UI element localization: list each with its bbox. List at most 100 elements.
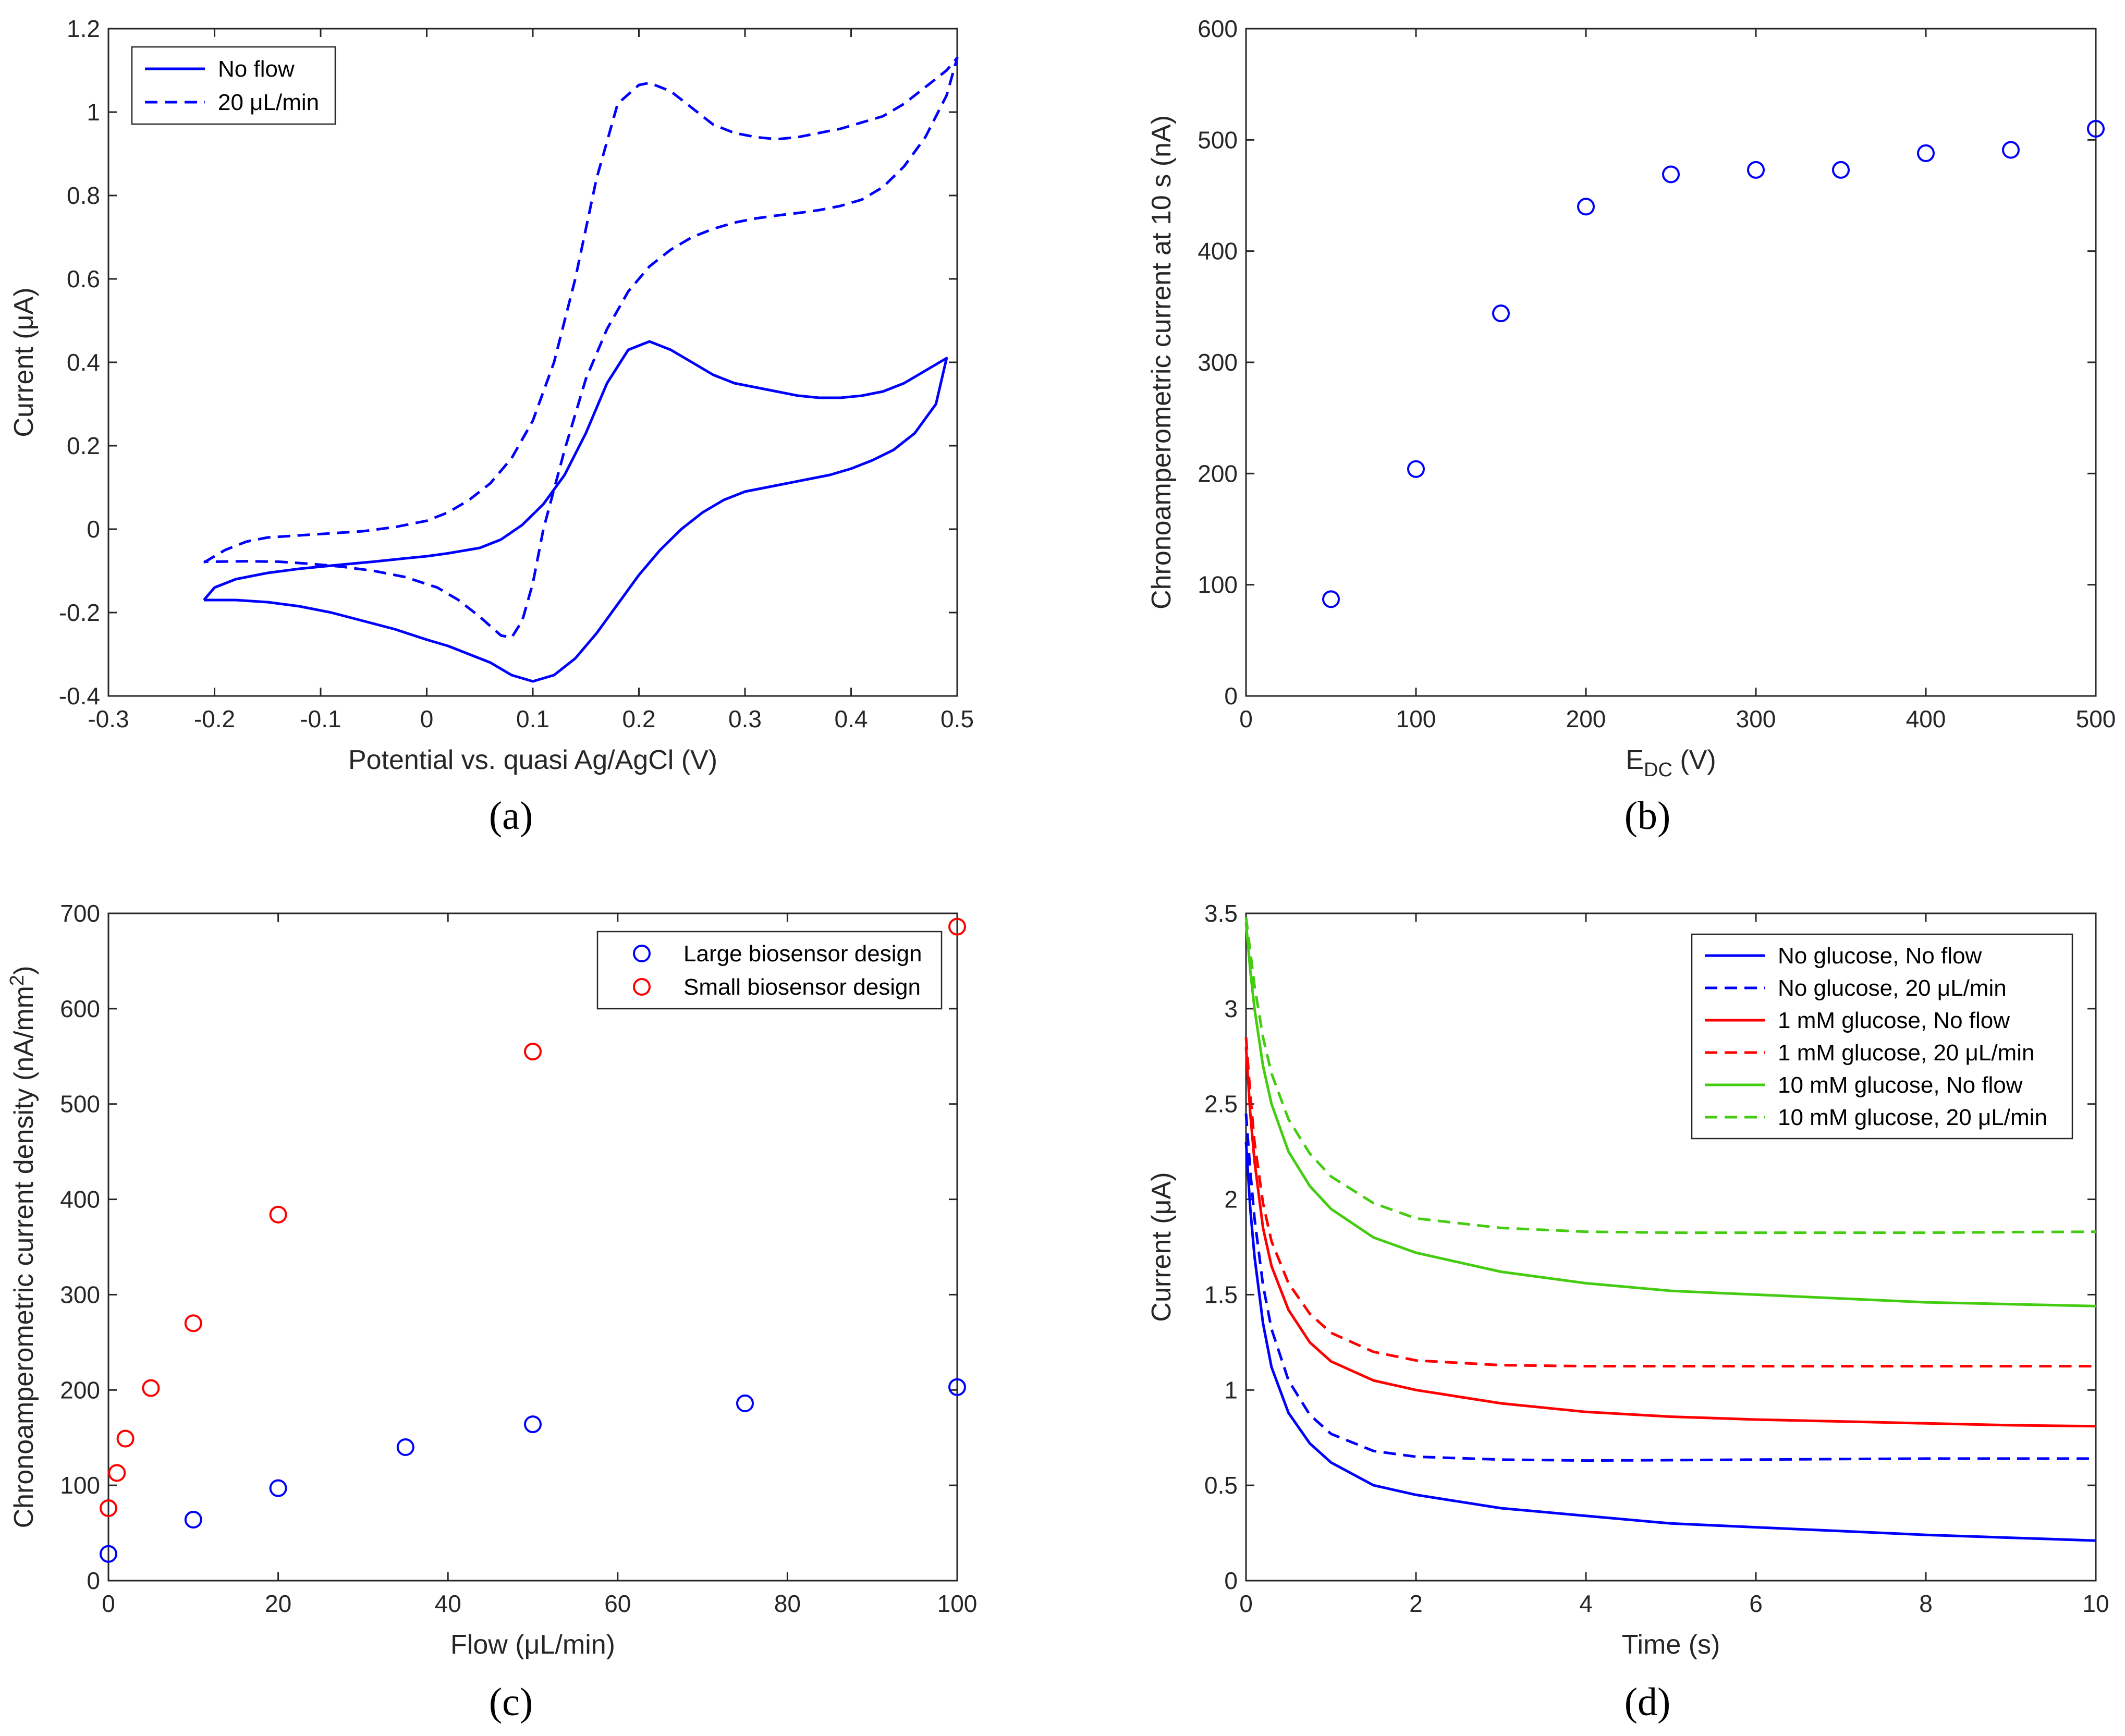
data-point-series-2 (116, 1429, 135, 1448)
y-tick-label: 400 (1198, 238, 1238, 265)
legend-box (1691, 933, 2073, 1140)
x-axis-label-unit: (V) (1672, 745, 1716, 775)
data-point-series-1 (524, 1415, 542, 1434)
y-tick-label: 1 (1224, 1376, 1238, 1403)
data-point-series-1 (2002, 141, 2020, 159)
series-line-4 (1244, 1037, 2096, 1368)
series-line-6 (1244, 916, 2096, 1234)
y-tick-label: 0 (1224, 1567, 1238, 1594)
x-tick-label: 0.5 (941, 705, 974, 732)
data-point-series-1 (1407, 460, 1425, 478)
legend-marker-2 (633, 978, 651, 996)
legend-entry-6: 10 mM glucose, 20 μL/min (1778, 1105, 2047, 1130)
panel-label: (d) (1625, 1680, 1671, 1724)
data-point-series-1 (269, 1479, 287, 1497)
x-tick-label: 0 (420, 705, 434, 732)
legend-marker-1 (633, 945, 651, 962)
x-tick-label: 0 (1239, 705, 1253, 732)
y-tick-label: 0.2 (67, 432, 100, 459)
panel-label: (c) (489, 1680, 533, 1724)
data-point-series-1 (1492, 304, 1510, 323)
data-point-series-1 (184, 1510, 202, 1529)
legend-entry-2: No glucose, 20 μL/min (1778, 975, 2007, 1001)
legend-entry-5: 10 mM glucose, No flow (1778, 1072, 2023, 1098)
x-axis-label: Time (s) (1622, 1630, 1720, 1660)
data-point-series-1 (1322, 590, 1340, 608)
legend-entry-3: 1 mM glucose, No flow (1778, 1008, 2010, 1033)
y-tick-label: 600 (60, 995, 100, 1022)
y-tick-label: 200 (1198, 460, 1238, 487)
chart-panel-b: 0 100 200 300 400 500 0 100 200 300 400 500 600 EDC (… (1146, 15, 2116, 838)
y-tick-label: -0.2 (59, 599, 100, 626)
y-tick-label: 500 (60, 1091, 100, 1118)
x-tick-label: 0.1 (516, 705, 549, 732)
legend-entry-1: No flow (218, 56, 295, 82)
data-point-series-2 (184, 1314, 202, 1332)
y-axis-label-main: Chronoamperometric current density (nA/m… (9, 986, 39, 1528)
legend-box (596, 931, 943, 1010)
plot-frame (107, 912, 958, 1582)
y-tick-label: 1.5 (1204, 1281, 1238, 1308)
x-tick-label: 20 (265, 1590, 291, 1617)
y-tick-label: 0.5 (1204, 1472, 1238, 1499)
x-axis-label: Flow (μL/min) (450, 1630, 615, 1660)
data-point-series-1 (948, 1378, 966, 1396)
y-tick-label: 100 (60, 1472, 100, 1499)
y-tick-label: 0.4 (67, 349, 100, 376)
y-tick-label: 0 (1224, 682, 1238, 710)
y-axis-label: Current (μA) (1146, 1172, 1177, 1322)
legend-entry-2: Small biosensor design (683, 974, 921, 1000)
legend-entry-2: 20 μL/min (218, 90, 319, 115)
x-tick-label: -0.3 (88, 705, 129, 732)
y-tick-label: 300 (1198, 349, 1238, 376)
data-point-series-2 (108, 1464, 126, 1482)
panel-label: (a) (489, 794, 533, 838)
data-point-series-1 (2087, 120, 2105, 138)
data-point-series-1 (100, 1545, 117, 1563)
x-tick-label: 80 (774, 1590, 801, 1617)
x-axis-label: EDC (V) (1626, 745, 1716, 781)
chart-panel-c: 0 20 40 60 80 100 0 100 200 300 400 500 600 700 Flow (… (6, 900, 977, 1724)
x-tick-label: 200 (1566, 705, 1606, 732)
x-axis-label-main: E (1626, 745, 1644, 775)
y-tick-label: 0 (87, 1567, 100, 1594)
x-tick-label: 40 (435, 1590, 461, 1617)
x-tick-label: 2 (1409, 1590, 1423, 1617)
x-tick-label: -0.1 (300, 705, 341, 732)
x-tick-label: 0 (102, 1590, 115, 1617)
chart-panel-d: 0 2 4 6 8 10 0 0.5 1 1.5 2 2.5 3 3.5 Time (s) Current (… (1146, 900, 2109, 1724)
series-line-2 (203, 56, 959, 639)
series-line-3 (1244, 1046, 2096, 1428)
x-tick-label: 100 (1396, 705, 1436, 732)
panel-label: (b) (1625, 794, 1671, 838)
x-tick-label: 6 (1749, 1590, 1763, 1617)
series-line-2 (1244, 1113, 2096, 1462)
legend-box (131, 46, 336, 125)
x-tick-label: 0.4 (835, 705, 868, 732)
x-tick-label: 8 (1919, 1590, 1933, 1617)
legend-entry-1: No glucose, No flow (1778, 943, 1982, 969)
data-point-series-1 (396, 1438, 414, 1456)
y-axis-label: Chronoamperometric current at 10 s (nA) (1146, 115, 1177, 609)
y-tick-label: 1.2 (67, 15, 100, 42)
data-point-series-2 (100, 1499, 117, 1518)
x-tick-label: 0.3 (728, 705, 762, 732)
data-point-series-2 (269, 1205, 287, 1224)
series-line-1 (1244, 1142, 2096, 1542)
y-tick-label: 0 (87, 516, 100, 543)
y-tick-label: 3.5 (1204, 900, 1238, 927)
y-axis-label: Chronoamperometric current density (nA/m… (6, 966, 39, 1529)
x-tick-label: 300 (1736, 705, 1776, 732)
y-tick-label: 200 (60, 1376, 100, 1403)
data-point-series-1 (1917, 144, 1935, 162)
x-tick-label: 4 (1579, 1590, 1593, 1617)
y-axis-label-end: ) (9, 966, 39, 975)
plot-frame (1245, 912, 2097, 1582)
y-tick-label: -0.4 (59, 682, 100, 710)
x-tick-label: 0.2 (622, 705, 656, 732)
x-tick-label: 60 (604, 1590, 631, 1617)
x-axis-label-subscript: DC (1644, 759, 1672, 781)
y-axis-label-superscript: 2 (6, 975, 28, 986)
data-point-series-1 (1577, 198, 1595, 216)
